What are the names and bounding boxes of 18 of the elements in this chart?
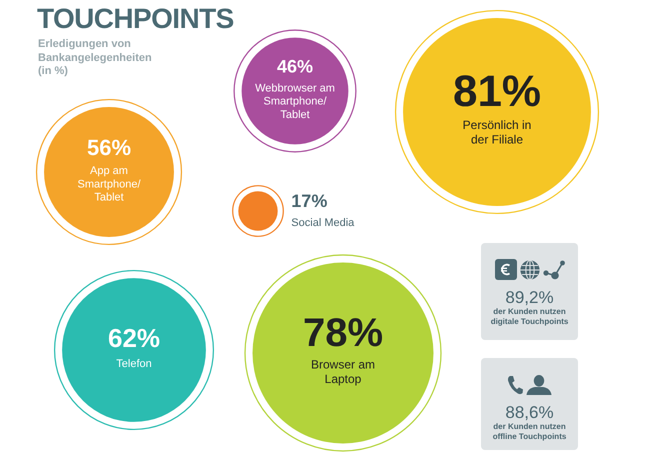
text: der Kunden nutzen digitale Touchpoints: [490, 307, 570, 327]
category-label: Webbrowser am Smartphone/Tablet: [255, 82, 335, 121]
data-label: 78%: [302, 311, 384, 356]
data-label: 17%: [291, 190, 328, 211]
category-label: Telefon: [116, 358, 152, 370]
text: 89,2%: [505, 288, 554, 307]
category-label: Browser am Laptop: [310, 358, 376, 386]
text: der Kunden nutzen offline Touchpoints: [492, 422, 568, 442]
category-label: App am Smartphone/Tablet: [78, 165, 142, 204]
category-label: Persönlich in der Filiale: [462, 118, 532, 147]
text: TOUCHPOINTS: [37, 2, 234, 36]
data-label: 46%: [276, 56, 314, 77]
text: Erledigungen von Bankangelegenheiten (in %): [38, 38, 153, 78]
text: 88,6%: [505, 403, 554, 422]
data-label: 56%: [86, 134, 132, 160]
data-label: 81%: [452, 67, 542, 116]
category-label: Social Media: [291, 217, 356, 230]
data-label: 62%: [108, 323, 160, 354]
